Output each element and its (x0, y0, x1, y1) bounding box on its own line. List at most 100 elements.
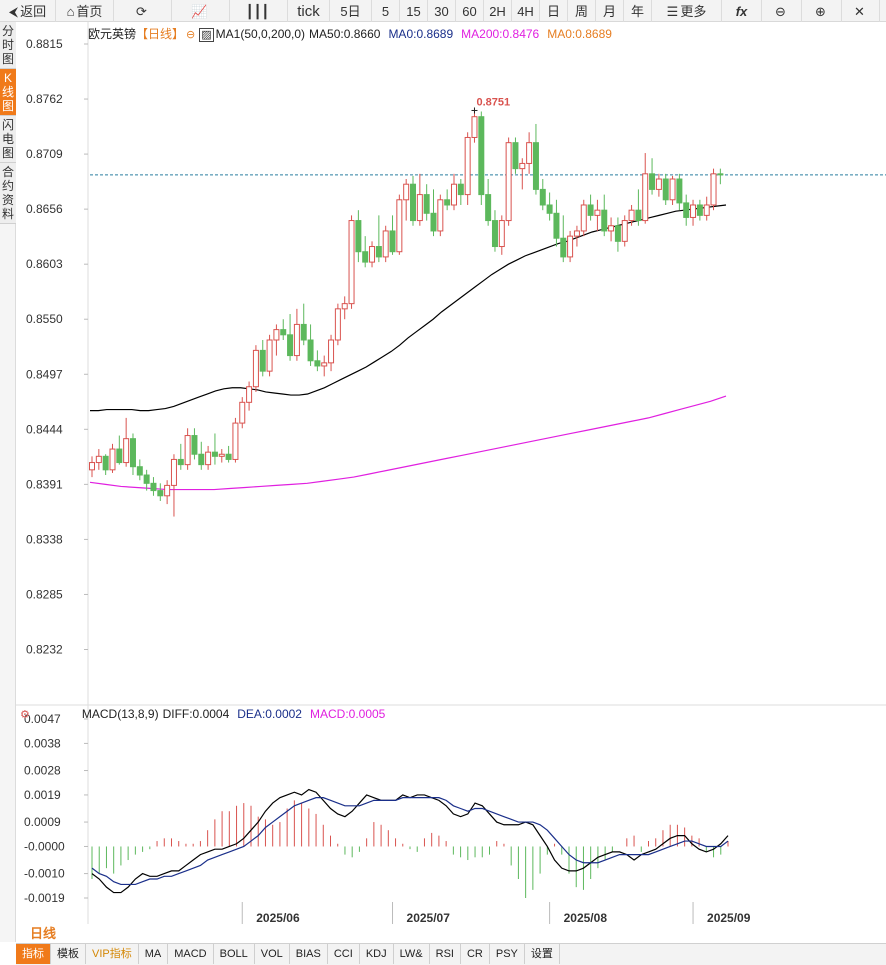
candle-body (546, 204, 553, 214)
indicator-tab-6[interactable]: VOL (255, 944, 290, 964)
side-tab-0[interactable]: 分时图 (0, 22, 16, 69)
60min-button[interactable]: 60 (456, 0, 484, 22)
day-button[interactable]: 日 (540, 0, 568, 22)
indicator-tab-5[interactable]: BOLL (214, 944, 255, 964)
ma0-value-b: MA0:0.8689 (547, 27, 612, 41)
candle-body (710, 173, 717, 206)
2h-button[interactable]: 2H (484, 0, 512, 22)
5min-button[interactable]: 5 (372, 0, 400, 22)
back-icon: ⮜ (8, 3, 19, 19)
tick-button[interactable]: tick (288, 0, 330, 22)
macd-settings-icon[interactable]: ⚙ (20, 709, 30, 721)
settings-icon[interactable]: ⊖ (186, 29, 196, 41)
60min-button-label: 60 (462, 3, 477, 19)
ma200-value: MA200:0.8476 (461, 27, 540, 41)
chart-canvas[interactable]: 0.8815 0.8762 0.8709 0.8656 0.8603 0.8550 0.84… (16, 22, 886, 924)
indicator-tab-10[interactable]: LW& (394, 944, 430, 964)
dea-value: DEA:0.0002 (237, 707, 302, 721)
candle-body (655, 178, 662, 190)
candle-body (116, 448, 123, 464)
period-label[interactable]: 日线 ▲ (30, 926, 57, 960)
candle-body (628, 209, 635, 222)
formula-button[interactable]: fx (722, 0, 762, 22)
home-button[interactable]: ⌂ 首页 (56, 0, 114, 22)
15min-button-label: 15 (406, 3, 421, 19)
candle-body (396, 199, 403, 253)
candle-body (519, 162, 526, 170)
side-tab-3[interactable]: 合约资料 (0, 163, 16, 224)
candle-body (389, 230, 396, 253)
week-button[interactable]: 周 (568, 0, 596, 22)
4h-button[interactable]: 4H (512, 0, 540, 22)
indicator-tab-3[interactable]: MA (139, 944, 169, 964)
candle-body (621, 220, 628, 242)
candle-body (252, 349, 259, 388)
back-button[interactable]: ⮜ 返回 (0, 0, 56, 22)
candle-body (526, 142, 533, 164)
indicator-tab-8[interactable]: CCI (328, 944, 360, 964)
candle-body (328, 339, 335, 364)
candle-body (334, 308, 341, 341)
candle-body (485, 194, 492, 222)
refresh-icon: ⟳ (136, 3, 147, 19)
indicator-tab-4[interactable]: MACD (168, 944, 214, 964)
macd-ytick-label: -0.0019 (24, 891, 65, 905)
zoom-in-button[interactable]: ⊕ (802, 0, 842, 22)
more-button[interactable]: ☰ 更多 (652, 0, 722, 22)
indicator-tab-2[interactable]: VIP指标 (86, 944, 139, 964)
indicator-tab-14[interactable]: 设置 (525, 944, 560, 964)
main-ytick-label: 0.8603 (26, 257, 63, 271)
candle-body (382, 230, 389, 258)
indicator-tab-11[interactable]: RSI (430, 944, 461, 964)
macd-ytick-label: -0.0000 (24, 839, 65, 853)
indicator-tab-0[interactable]: 指标 (16, 944, 51, 964)
main-ytick-label: 0.8709 (26, 147, 63, 161)
year-button[interactable]: 年 (624, 0, 652, 22)
side-tab-2[interactable]: 闪电图 (0, 116, 16, 163)
candle-body (457, 183, 464, 196)
indicator-tab-9[interactable]: KDJ (360, 944, 394, 964)
candle-body (136, 466, 143, 476)
30min-button-label: 30 (434, 3, 449, 19)
candle-body (273, 329, 280, 341)
month-button[interactable]: 月 (596, 0, 624, 22)
macd-ytick-label: 0.0038 (24, 736, 61, 750)
candle-body (95, 455, 102, 464)
candle-body (259, 349, 266, 372)
candle-body (464, 136, 471, 196)
close-button[interactable]: ✕ (842, 0, 880, 22)
30min-button[interactable]: 30 (428, 0, 456, 22)
refresh-button[interactable]: ⟳ (114, 0, 172, 22)
zoom-out-button[interactable]: ⊖ (762, 0, 802, 22)
5day-button[interactable]: 5日 (330, 0, 372, 22)
candle-body (403, 183, 410, 201)
more-icon: ☰ (666, 3, 679, 19)
high-annotation-label: 0.8751 (476, 96, 510, 108)
candle-body (211, 451, 218, 457)
candle-body (580, 204, 587, 232)
chart-line-button[interactable]: 📈 (172, 0, 230, 22)
candle-body (703, 204, 710, 216)
indicator-tab-12[interactable]: CR (461, 944, 490, 964)
candle-body (225, 453, 232, 460)
top-toolbar: ⮜ 返回 ⌂ 首页 ⟳ 📈 ┃┃┃ tick 5日 5 15 30 60 2H 4H 日周月年 ☰ 更多 fx ⊖ ⊕ ✕ (0, 0, 886, 22)
15min-button[interactable]: 15 (400, 0, 428, 22)
candle-button[interactable]: ┃┃┃ (230, 0, 288, 22)
candle-body (170, 458, 177, 486)
indicator-tab-7[interactable]: BIAS (290, 944, 328, 964)
chart-line-icon: 📈 (191, 3, 208, 19)
candle-body (177, 458, 184, 466)
indicator-tab-13[interactable]: PSY (490, 944, 525, 964)
candle-body (553, 212, 560, 239)
macd-value: MACD:0.0005 (309, 707, 386, 721)
macd-ytick-label: 0.0028 (24, 764, 61, 778)
candle-body (232, 422, 239, 460)
candle-body (567, 235, 574, 258)
indicator-tab-1[interactable]: 模板 (51, 944, 86, 964)
candle-body (300, 323, 307, 341)
candle-body (362, 251, 369, 263)
candle-body (594, 209, 601, 216)
candle-body (450, 183, 457, 206)
